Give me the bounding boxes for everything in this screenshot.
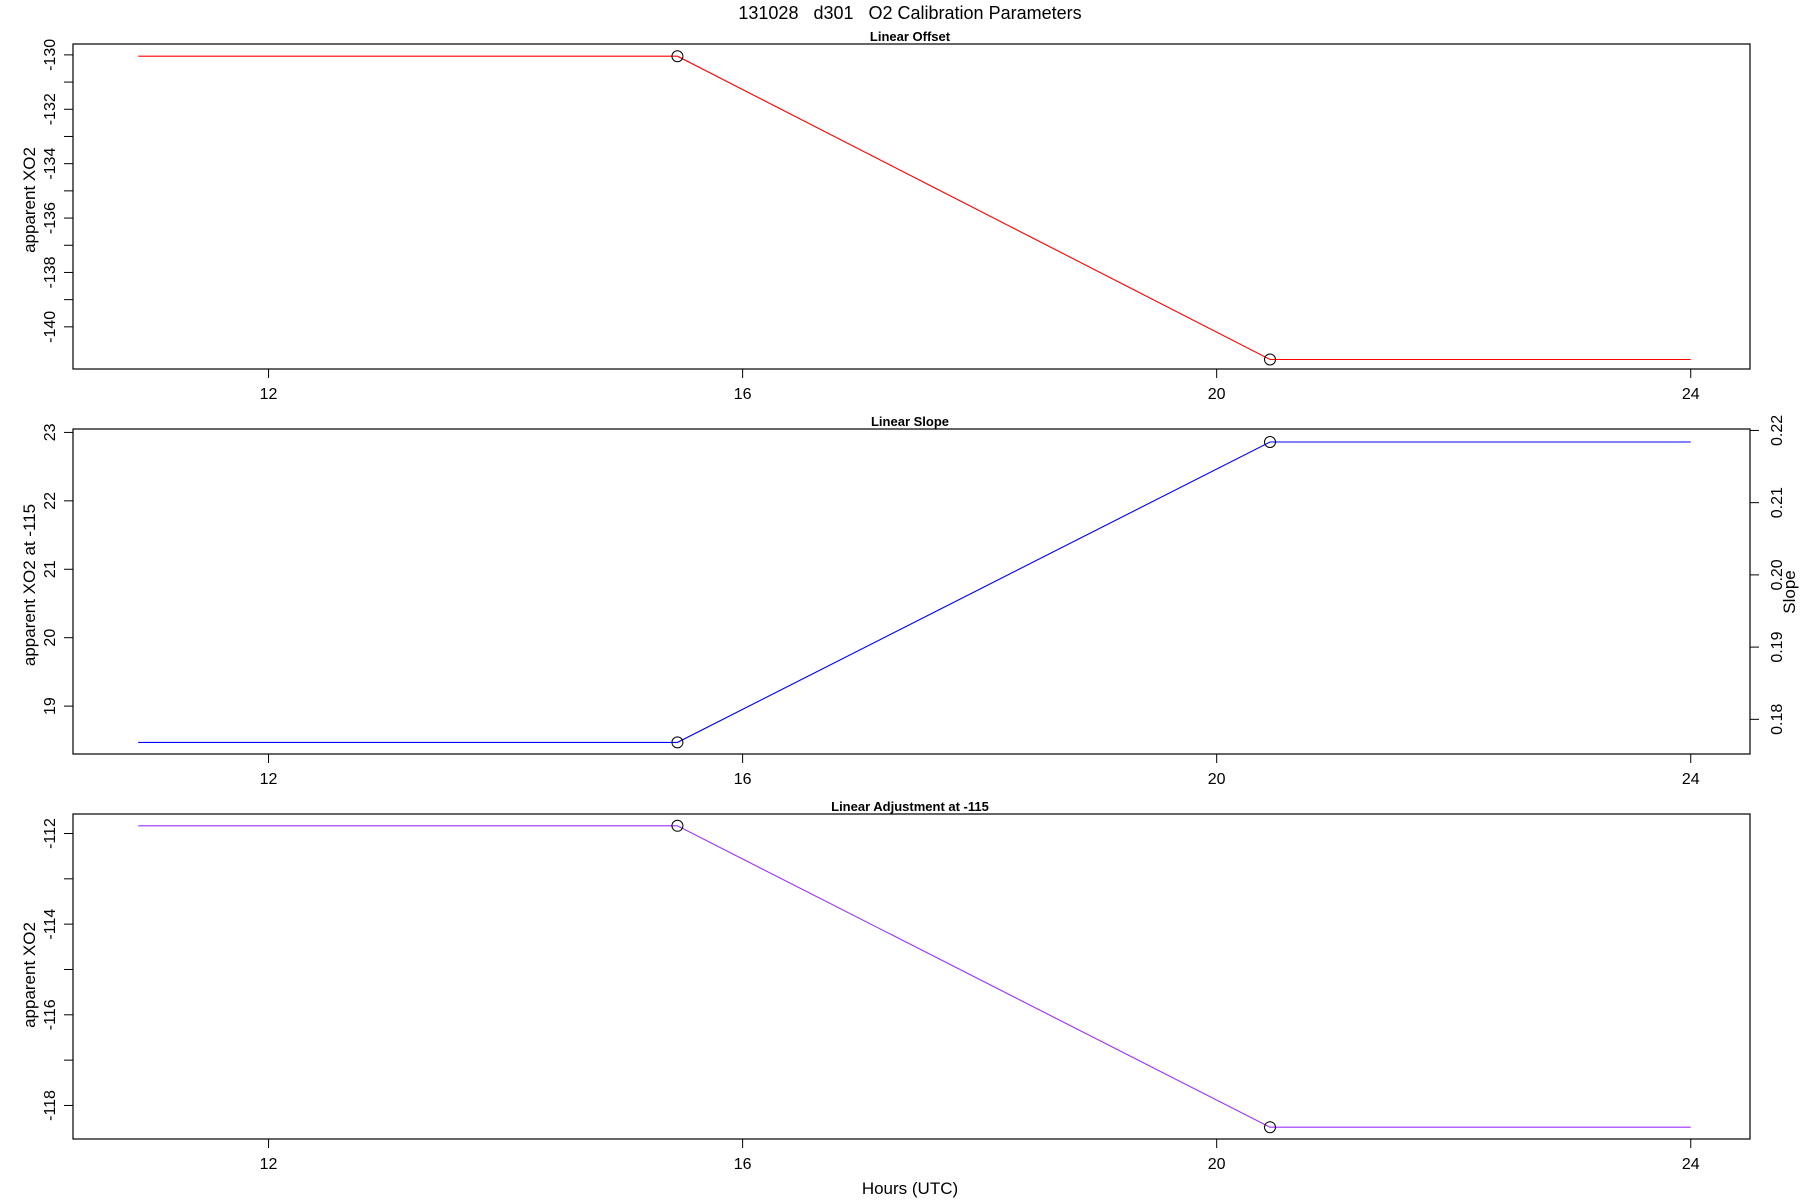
y2-tick-label: 0.19: [1769, 631, 1786, 662]
panel-title-linear-slope: Linear Slope: [871, 414, 949, 429]
y-tick-label: -112: [42, 818, 59, 849]
panel-linear-offset: Linear Offset apparent XO2 12 16 20 24 -140 -…: [20, 29, 1751, 403]
x-tick-label: 24: [1682, 386, 1700, 403]
y-tick-label: -130: [42, 39, 59, 71]
x-tick-label: 16: [734, 1156, 752, 1173]
plot-frame-linear-offset: [72, 43, 1751, 370]
y-tick-label: -136: [42, 202, 59, 234]
plot-area-linear-offset: 12 16 20 24 -140 -138 -136 -134 -132 -130: [42, 39, 1751, 403]
x-tick-label: 24: [1682, 1156, 1700, 1173]
x-tick-label: 16: [734, 771, 752, 788]
panel-linear-adjustment: Linear Adjustment at -115 apparent XO2 1…: [20, 799, 1751, 1173]
x-tick-label: 12: [260, 771, 278, 788]
y-tick-label: 22: [42, 492, 59, 510]
y-axis-label-linear-adjustment: apparent XO2: [20, 922, 39, 1028]
figure-title: 131028 d301 O2 Calibration Parameters: [738, 3, 1081, 23]
y2-tick-label: 0.21: [1769, 487, 1786, 518]
x-tick-label: 12: [260, 386, 278, 403]
y-axis-label-linear-offset: apparent XO2: [20, 147, 39, 253]
y-tick-label: -138: [42, 256, 59, 288]
y-tick-label: -116: [42, 999, 59, 1030]
y2-tick-label: 0.20: [1769, 559, 1786, 590]
panel-title-linear-offset: Linear Offset: [870, 29, 951, 44]
data-point-marker: [1264, 436, 1277, 448]
y2-tick-label: 0.22: [1769, 415, 1786, 446]
y-tick-label: -134: [42, 148, 59, 180]
data-point-marker: [671, 736, 684, 749]
plot-area-linear-slope: 12 16 20 24 19 20 21 22 23 0.18 0.19 0.20 0.21 0.22: [42, 415, 1786, 788]
x-tick-label: 16: [734, 386, 752, 403]
data-point-marker: [1264, 1121, 1277, 1134]
x-tick-label: 12: [260, 1156, 278, 1173]
series-line-linear-adjustment: [138, 825, 1691, 1128]
y-tick-label: -140: [42, 311, 59, 343]
plot-area-linear-adjustment: 12 16 20 24 -118 -116 -114 -112: [42, 813, 1751, 1173]
y-tick-label: 23: [42, 423, 59, 441]
data-point-marker: [671, 819, 684, 832]
y2-axis-label-linear-slope: Slope: [1780, 570, 1799, 613]
x-tick-label: 24: [1682, 771, 1700, 788]
data-point-marker: [671, 50, 684, 63]
y-tick-label: -132: [42, 93, 59, 125]
plot-frame-linear-adjustment: [72, 813, 1751, 1140]
y-tick-label: 19: [42, 697, 59, 715]
panel-linear-slope: Linear Slope apparent XO2 at -115 Slope …: [20, 414, 1799, 788]
y-tick-label: 21: [42, 560, 59, 578]
y-axis-label-linear-slope: apparent XO2 at -115: [20, 504, 39, 666]
series-line-linear-offset: [138, 55, 1691, 361]
x-tick-label: 20: [1208, 771, 1226, 788]
y-tick-label: -114: [42, 909, 59, 940]
panel-title-linear-adjustment: Linear Adjustment at -115: [831, 799, 989, 814]
y-tick-label: 20: [42, 629, 59, 647]
y2-tick-label: 0.18: [1769, 704, 1786, 735]
y-tick-label: -118: [42, 1090, 59, 1121]
x-tick-label: 20: [1208, 386, 1226, 403]
x-tick-label: 20: [1208, 1156, 1226, 1173]
shared-x-axis-label: Hours (UTC): [862, 1179, 958, 1198]
plot-frame-linear-slope: [72, 428, 1751, 755]
series-line-linear-slope: [138, 441, 1691, 743]
data-point-marker: [1264, 353, 1277, 366]
